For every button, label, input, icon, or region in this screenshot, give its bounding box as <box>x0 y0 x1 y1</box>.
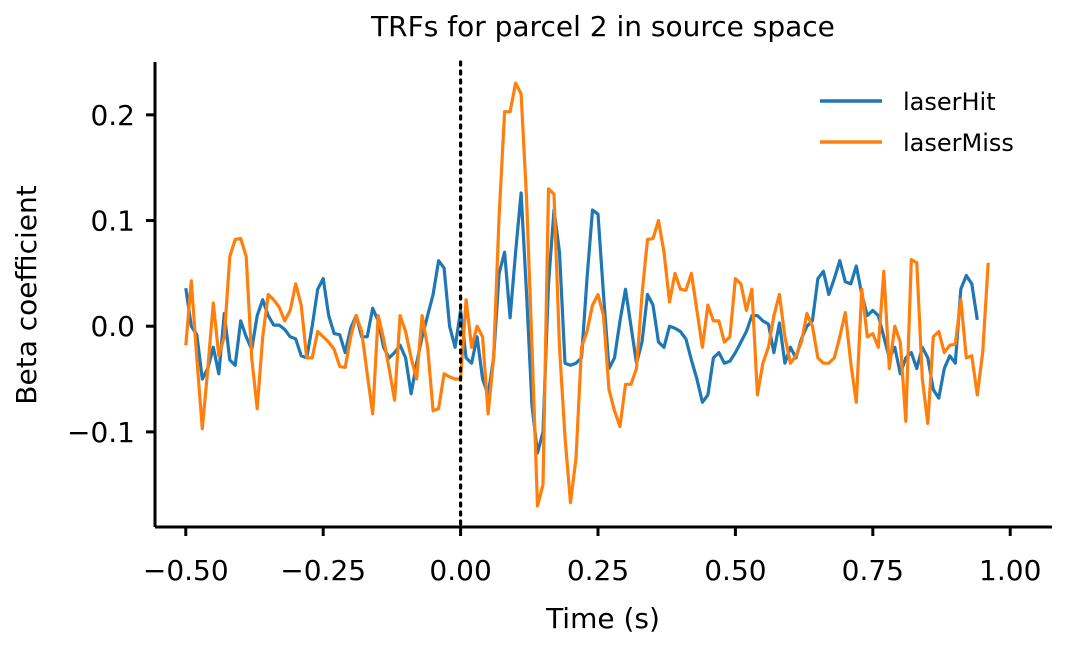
x-tick-label: 0.50 <box>704 554 766 587</box>
chart-title: TRFs for parcel 2 in source space <box>370 10 835 43</box>
series-line-laserMiss <box>184 81 990 508</box>
x-tick-label: 0.25 <box>567 554 629 587</box>
y-tick-label: 0.1 <box>90 205 135 238</box>
legend-label-laserMiss: laserMiss <box>903 129 1014 157</box>
x-tick-label: 1.00 <box>979 554 1041 587</box>
y-tick-label: 0.2 <box>90 99 135 132</box>
legend-label-laserHit: laserHit <box>903 88 996 116</box>
x-axis-label: Time (s) <box>545 602 660 635</box>
x-tick-label: −0.50 <box>143 554 229 587</box>
plot-area: −0.1 0.0 0.1 0.2 −0.50 −0.25 0.00 0.25 0.50 0.75 1… <box>67 60 1052 587</box>
y-tick-label: −0.1 <box>67 416 135 449</box>
x-tick-label: 0.00 <box>429 554 491 587</box>
y-axis-label: Beta coefficient <box>10 185 43 404</box>
x-tick-label: 0.75 <box>842 554 904 587</box>
y-tick-label: 0.0 <box>90 310 135 343</box>
legend: laserHit laserMiss <box>820 88 1014 157</box>
x-tick-label: −0.25 <box>280 554 366 587</box>
